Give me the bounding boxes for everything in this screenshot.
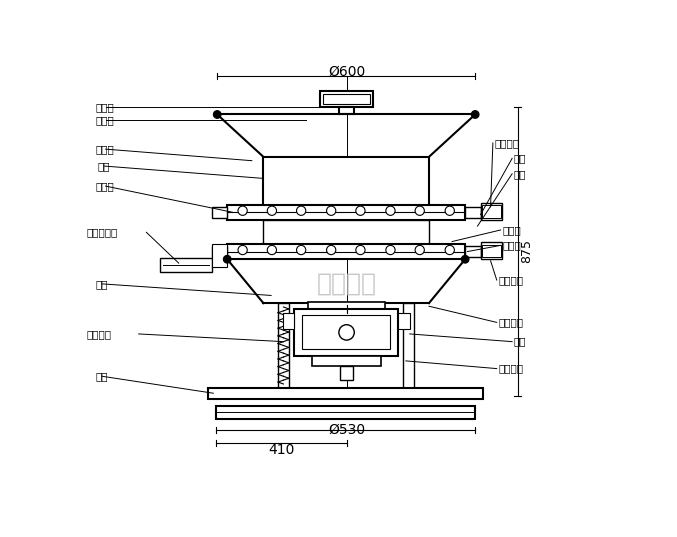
Text: 中粗出料口: 中粗出料口 <box>87 227 118 237</box>
Text: 擋球環: 擋球環 <box>502 241 521 250</box>
Circle shape <box>238 245 247 255</box>
Bar <box>465 207 481 217</box>
Bar <box>294 309 398 355</box>
Bar <box>212 246 227 257</box>
Text: 410: 410 <box>268 443 294 457</box>
Circle shape <box>445 206 454 215</box>
Bar <box>278 303 289 388</box>
Bar <box>216 405 475 419</box>
Circle shape <box>386 245 395 255</box>
Bar <box>212 244 227 267</box>
Text: 下部重錘: 下部重錘 <box>498 364 523 374</box>
Circle shape <box>213 111 221 118</box>
Bar <box>302 315 391 350</box>
Circle shape <box>415 206 424 215</box>
Bar <box>481 203 502 220</box>
Text: 進料口: 進料口 <box>95 102 114 112</box>
Text: 上框: 上框 <box>98 161 110 171</box>
Bar <box>324 93 370 105</box>
Bar <box>320 91 373 107</box>
Circle shape <box>223 256 231 263</box>
Text: 上部重錘: 上部重錘 <box>498 317 523 328</box>
Text: 底框: 底框 <box>95 279 108 289</box>
Bar <box>312 355 381 366</box>
Text: 大束環: 大束環 <box>95 181 114 191</box>
Text: 電機: 電機 <box>514 337 526 347</box>
Bar <box>465 246 481 257</box>
Text: 彈跳球: 彈跳球 <box>502 225 521 235</box>
Text: 中框: 中框 <box>514 169 526 179</box>
Circle shape <box>267 206 276 215</box>
Circle shape <box>238 206 247 215</box>
Bar <box>398 313 410 329</box>
Bar <box>227 205 465 220</box>
Bar <box>482 245 500 257</box>
Bar <box>263 157 429 207</box>
Circle shape <box>356 245 365 255</box>
Circle shape <box>326 245 336 255</box>
Bar <box>341 366 353 380</box>
Circle shape <box>461 256 469 263</box>
Text: 小束環: 小束環 <box>95 144 114 154</box>
Circle shape <box>356 206 365 215</box>
Text: 減震彈簧: 減震彈簧 <box>87 329 111 339</box>
Text: 底座: 底座 <box>95 371 108 381</box>
Text: Ø600: Ø600 <box>328 65 365 79</box>
Text: 防塵蓋: 防塵蓋 <box>95 115 114 125</box>
Circle shape <box>326 206 336 215</box>
Bar <box>227 244 465 259</box>
Bar <box>339 107 354 114</box>
Circle shape <box>471 111 479 118</box>
Bar <box>283 313 294 329</box>
Bar <box>308 302 385 311</box>
Text: 875: 875 <box>521 239 533 263</box>
Bar <box>482 205 500 217</box>
Bar <box>403 303 414 388</box>
Text: Ø530: Ø530 <box>328 423 365 437</box>
Bar <box>212 207 227 217</box>
Circle shape <box>297 206 306 215</box>
Circle shape <box>297 245 306 255</box>
Text: 網架: 網架 <box>514 154 526 163</box>
Circle shape <box>445 245 454 255</box>
Bar <box>160 258 212 272</box>
Circle shape <box>415 245 424 255</box>
Bar <box>208 388 483 400</box>
Circle shape <box>386 206 395 215</box>
Bar <box>481 242 502 259</box>
Text: 大漢機械: 大漢機械 <box>317 272 376 296</box>
Text: 細出料口: 細出料口 <box>498 275 523 285</box>
Bar <box>263 220 429 245</box>
Circle shape <box>267 245 276 255</box>
Circle shape <box>339 325 354 340</box>
Text: 粗出料口: 粗出料口 <box>494 138 519 148</box>
